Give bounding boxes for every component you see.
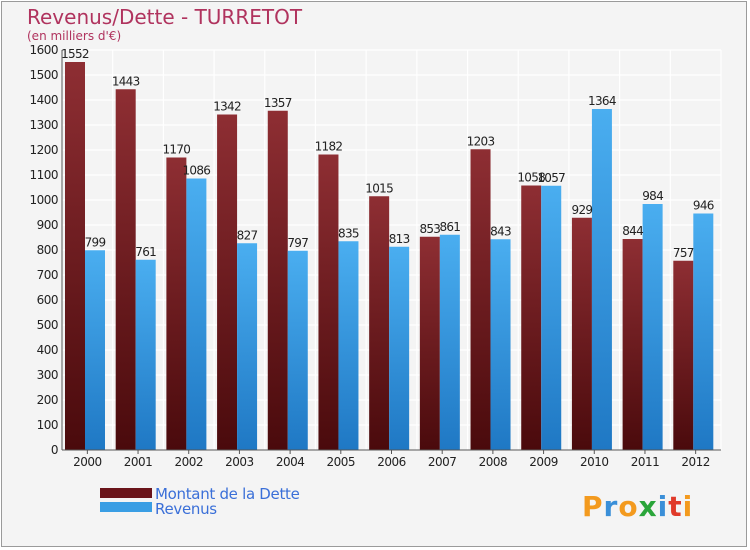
bar-dette bbox=[318, 154, 339, 450]
data-label-dette: 844 bbox=[622, 224, 643, 238]
chart-subtitle: (en milliers d'€) bbox=[27, 29, 121, 43]
proxiti-logo: Proxiti bbox=[582, 490, 693, 523]
data-label-dette: 1342 bbox=[213, 100, 241, 114]
x-tick-label: 2009 bbox=[529, 455, 558, 469]
bar-dette bbox=[115, 89, 136, 450]
data-label-revenus: 761 bbox=[135, 245, 156, 259]
bar-revenus bbox=[186, 178, 207, 450]
legend-swatch-revenus bbox=[100, 502, 152, 512]
bar-revenus bbox=[693, 213, 714, 450]
bar-revenus bbox=[389, 246, 410, 450]
data-label-dette: 1357 bbox=[264, 96, 292, 110]
data-label-revenus: 946 bbox=[693, 199, 714, 213]
x-tick-label: 2005 bbox=[327, 455, 356, 469]
bar-revenus bbox=[642, 204, 663, 450]
bar-dette bbox=[419, 236, 440, 450]
y-tick-label: 1500 bbox=[29, 68, 58, 82]
data-label-revenus: 984 bbox=[642, 189, 663, 203]
y-tick-label: 900 bbox=[37, 218, 58, 232]
data-label-dette: 1015 bbox=[365, 181, 393, 195]
bar-dette bbox=[166, 157, 187, 450]
bars bbox=[65, 62, 714, 450]
data-label-revenus: 797 bbox=[287, 236, 308, 250]
data-label-revenus: 827 bbox=[237, 228, 258, 242]
bar-revenus bbox=[541, 185, 562, 450]
x-tick-label: 2011 bbox=[631, 455, 660, 469]
data-label-dette: 1170 bbox=[163, 143, 191, 157]
bar-dette bbox=[217, 114, 238, 450]
data-label-revenus: 813 bbox=[389, 232, 410, 246]
y-tick-label: 1400 bbox=[29, 93, 58, 107]
data-label-dette: 757 bbox=[673, 246, 694, 260]
x-axis: 2000 2001 2002 2003 2004 2005 2006 2007 2008 2009… bbox=[62, 449, 721, 469]
y-tick-label: 700 bbox=[37, 268, 58, 282]
x-tick-label: 2006 bbox=[377, 455, 406, 469]
bar-dette bbox=[571, 217, 592, 450]
data-label-dette: 1058 bbox=[517, 171, 545, 185]
bar-revenus bbox=[237, 243, 258, 450]
data-label-dette: 1552 bbox=[61, 47, 89, 61]
y-tick-label: 300 bbox=[37, 368, 58, 382]
y-tick-label: 500 bbox=[37, 318, 58, 332]
bar-dette bbox=[369, 196, 390, 450]
data-label-revenus: 1057 bbox=[537, 171, 565, 185]
data-label-revenus: 861 bbox=[439, 220, 460, 234]
y-tick-label: 1000 bbox=[29, 193, 58, 207]
data-labels: 1552 799 1443 761 1170 1086 1342 827 1357 797 1182… bbox=[61, 47, 714, 260]
x-tick-label: 2008 bbox=[479, 455, 508, 469]
x-tick-label: 2007 bbox=[428, 455, 457, 469]
y-tick-label: 200 bbox=[37, 393, 58, 407]
bar-dette bbox=[267, 110, 288, 450]
x-tick-label: 2010 bbox=[580, 455, 609, 469]
legend-label-debt: Montant de la Dette bbox=[155, 485, 300, 503]
bar-dette bbox=[622, 239, 643, 450]
bar-dette bbox=[521, 185, 542, 450]
bar-dette bbox=[470, 149, 491, 450]
y-tick-label: 600 bbox=[37, 293, 58, 307]
bar-revenus bbox=[85, 250, 105, 450]
bar-revenus bbox=[338, 241, 359, 450]
data-label-dette: 1443 bbox=[112, 74, 140, 88]
data-label-revenus: 799 bbox=[85, 235, 106, 249]
bar-revenus bbox=[490, 239, 511, 450]
data-label-revenus: 1086 bbox=[183, 164, 211, 178]
legend-swatch-debt bbox=[100, 488, 152, 498]
x-tick-label: 2001 bbox=[124, 455, 153, 469]
legend: Montant de la Dette Revenus bbox=[100, 485, 300, 518]
x-tick-label: 2002 bbox=[174, 455, 203, 469]
data-label-dette: 1182 bbox=[315, 140, 343, 154]
data-label-dette: 853 bbox=[419, 222, 440, 236]
x-tick-label: 2003 bbox=[225, 455, 254, 469]
bar-revenus bbox=[135, 259, 156, 450]
data-label-revenus: 1364 bbox=[588, 94, 616, 108]
chart-title: Revenus/Dette - TURRETOT bbox=[27, 5, 303, 29]
x-tick-label: 2004 bbox=[276, 455, 305, 469]
y-tick-label: 400 bbox=[37, 343, 58, 357]
y-tick-label: 0 bbox=[51, 443, 58, 457]
y-tick-label: 800 bbox=[37, 243, 58, 257]
data-label-revenus: 843 bbox=[490, 224, 511, 238]
x-tick-label: 2012 bbox=[681, 455, 710, 469]
y-tick-label: 1100 bbox=[29, 168, 58, 182]
x-tick-label: 2000 bbox=[73, 455, 102, 469]
data-label-revenus: 835 bbox=[338, 226, 359, 240]
bar-revenus bbox=[591, 109, 612, 450]
legend-label-revenus: Revenus bbox=[155, 500, 217, 518]
y-tick-label: 1600 bbox=[29, 43, 58, 57]
data-label-dette: 1203 bbox=[467, 134, 495, 148]
data-label-dette: 929 bbox=[572, 203, 593, 217]
y-tick-label: 100 bbox=[37, 418, 58, 432]
y-tick-label: 1200 bbox=[29, 143, 58, 157]
bar-revenus bbox=[287, 250, 308, 450]
bar-dette bbox=[673, 260, 694, 450]
y-tick-label: 1300 bbox=[29, 118, 58, 132]
y-axis: 0 100 200 300 400 500 600 700 800 900 1000 1100 1200… bbox=[29, 43, 63, 457]
bar-revenus bbox=[439, 234, 460, 450]
bar-dette bbox=[65, 62, 85, 450]
